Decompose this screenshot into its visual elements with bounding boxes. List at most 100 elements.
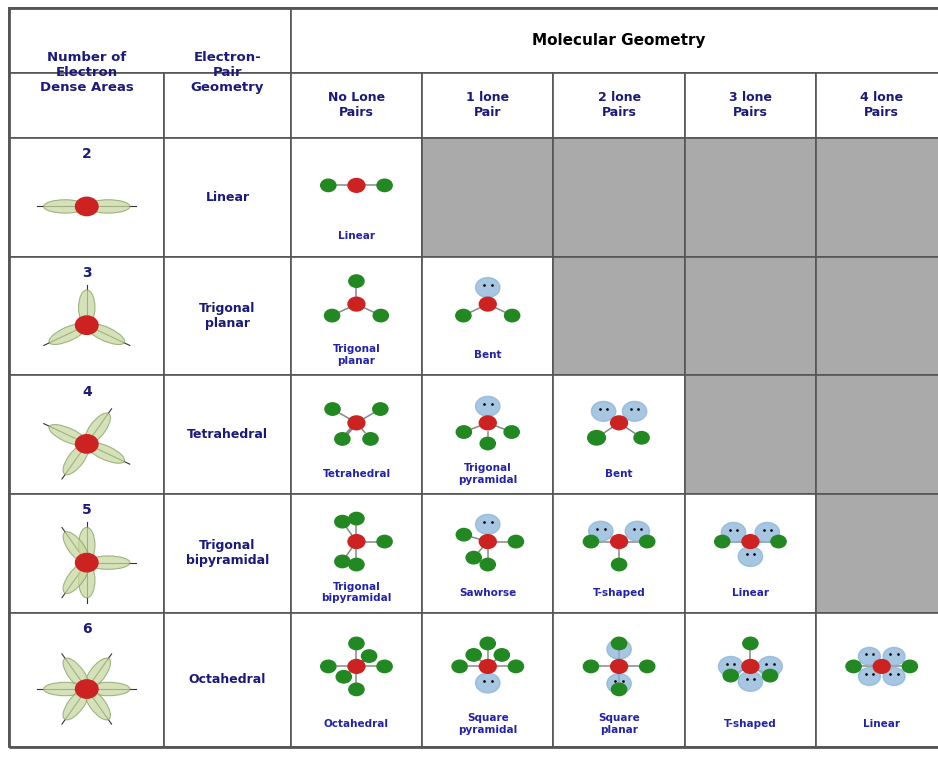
- Circle shape: [377, 179, 392, 192]
- Ellipse shape: [63, 562, 89, 594]
- Circle shape: [612, 683, 627, 696]
- Circle shape: [742, 535, 759, 548]
- Polygon shape: [9, 8, 938, 73]
- Circle shape: [588, 430, 605, 445]
- Text: 1 lone
Pair: 1 lone Pair: [466, 91, 509, 119]
- Ellipse shape: [63, 658, 89, 689]
- Text: 6: 6: [82, 622, 92, 636]
- Circle shape: [640, 660, 655, 673]
- Text: Tetrahedral: Tetrahedral: [323, 469, 390, 479]
- Ellipse shape: [86, 323, 125, 345]
- Circle shape: [325, 309, 340, 322]
- Circle shape: [335, 516, 350, 528]
- Circle shape: [583, 660, 598, 673]
- Circle shape: [349, 558, 364, 571]
- Circle shape: [476, 277, 500, 297]
- Ellipse shape: [79, 527, 95, 562]
- Circle shape: [612, 637, 627, 650]
- Circle shape: [466, 552, 481, 564]
- Circle shape: [479, 297, 496, 311]
- Circle shape: [349, 275, 364, 287]
- Polygon shape: [816, 494, 938, 613]
- Circle shape: [479, 660, 496, 673]
- Polygon shape: [685, 494, 816, 613]
- Circle shape: [583, 535, 598, 548]
- Polygon shape: [816, 257, 938, 375]
- Ellipse shape: [84, 413, 111, 444]
- Text: Number of
Electron
Dense Areas: Number of Electron Dense Areas: [40, 51, 133, 94]
- Ellipse shape: [86, 442, 125, 463]
- Circle shape: [349, 512, 364, 525]
- Circle shape: [755, 522, 779, 542]
- Ellipse shape: [79, 290, 95, 325]
- Circle shape: [607, 639, 631, 659]
- Circle shape: [758, 656, 782, 676]
- Polygon shape: [816, 73, 938, 138]
- Circle shape: [623, 401, 646, 421]
- Polygon shape: [816, 375, 938, 494]
- Circle shape: [76, 197, 98, 216]
- Circle shape: [738, 547, 763, 567]
- Ellipse shape: [44, 200, 86, 213]
- Text: Linear: Linear: [863, 719, 900, 729]
- Text: No Lone
Pairs: No Lone Pairs: [328, 91, 385, 119]
- Circle shape: [883, 647, 905, 666]
- Circle shape: [634, 431, 649, 444]
- Text: Octahedral: Octahedral: [324, 719, 389, 729]
- Text: Tetrahedral: Tetrahedral: [187, 428, 268, 441]
- Circle shape: [321, 179, 336, 192]
- Polygon shape: [9, 138, 164, 257]
- Ellipse shape: [84, 689, 111, 720]
- Circle shape: [349, 637, 364, 650]
- Text: T-shaped: T-shaped: [724, 719, 777, 729]
- Circle shape: [361, 650, 377, 663]
- Text: 2 lone
Pairs: 2 lone Pairs: [598, 91, 641, 119]
- Circle shape: [873, 660, 890, 673]
- Polygon shape: [164, 73, 291, 138]
- Circle shape: [589, 521, 613, 541]
- Circle shape: [348, 416, 365, 430]
- Circle shape: [611, 535, 628, 548]
- Polygon shape: [291, 73, 422, 138]
- Text: 2: 2: [82, 147, 92, 161]
- Polygon shape: [816, 138, 938, 257]
- Polygon shape: [9, 257, 164, 375]
- Text: 4 lone
Pairs: 4 lone Pairs: [860, 91, 903, 119]
- Text: Electron-
Pair
Geometry: Electron- Pair Geometry: [190, 51, 265, 94]
- Circle shape: [476, 515, 500, 535]
- Ellipse shape: [49, 323, 87, 345]
- Text: Trigonal
bipyramidal: Trigonal bipyramidal: [321, 582, 392, 604]
- Polygon shape: [291, 613, 422, 747]
- Text: T-shaped: T-shaped: [593, 588, 645, 597]
- Polygon shape: [422, 257, 553, 375]
- Circle shape: [480, 437, 495, 450]
- Text: 5: 5: [82, 503, 92, 517]
- Text: Bent: Bent: [605, 469, 633, 479]
- Text: Trigonal
planar: Trigonal planar: [333, 345, 380, 366]
- Polygon shape: [553, 613, 685, 747]
- Polygon shape: [164, 375, 291, 494]
- Circle shape: [363, 433, 378, 445]
- Circle shape: [508, 535, 523, 548]
- Circle shape: [373, 309, 388, 322]
- Ellipse shape: [63, 689, 89, 720]
- Circle shape: [336, 670, 352, 683]
- Polygon shape: [685, 257, 816, 375]
- Polygon shape: [164, 138, 291, 257]
- Ellipse shape: [63, 444, 89, 475]
- Circle shape: [377, 535, 392, 548]
- Polygon shape: [9, 8, 291, 73]
- Circle shape: [372, 403, 388, 415]
- Circle shape: [625, 521, 649, 541]
- Polygon shape: [553, 494, 685, 613]
- Text: Molecular Geometry: Molecular Geometry: [533, 33, 705, 47]
- Circle shape: [349, 683, 364, 696]
- Text: 4: 4: [82, 385, 92, 398]
- Ellipse shape: [87, 200, 129, 213]
- Circle shape: [456, 529, 472, 541]
- Circle shape: [348, 297, 365, 311]
- Text: Linear: Linear: [338, 231, 375, 241]
- Circle shape: [452, 660, 467, 673]
- Circle shape: [612, 558, 627, 571]
- Polygon shape: [9, 494, 164, 613]
